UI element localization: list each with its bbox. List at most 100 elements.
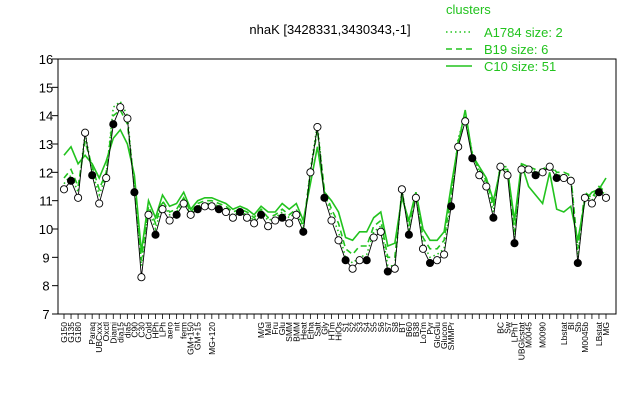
x-tick-label: MG+120	[207, 322, 217, 355]
data-point	[566, 176, 575, 185]
data-point	[109, 120, 118, 129]
data-point	[88, 171, 97, 180]
data-point	[285, 219, 294, 228]
x-tick-label: SMM	[284, 322, 294, 342]
x-tick-label: GM+150	[186, 322, 196, 355]
y-tick-label: 11	[39, 194, 53, 209]
y-tick-label: 9	[42, 250, 49, 265]
x-tick-label: HiOs	[334, 322, 344, 341]
data-point	[397, 185, 406, 194]
data-point	[327, 216, 336, 225]
x-tick-label: UBCxxx	[94, 321, 104, 352]
x-tick-label: HPh	[151, 322, 161, 339]
x-tick-label: HTm	[326, 322, 336, 340]
x-tick-label: dia5	[122, 322, 132, 338]
data-point	[503, 171, 512, 180]
data-point	[299, 227, 308, 236]
x-tick-label: SMMPr	[446, 322, 456, 351]
x-tick-label: Glucon	[439, 322, 449, 349]
data-point	[376, 227, 385, 236]
data-point	[151, 230, 160, 239]
data-point	[186, 210, 195, 219]
data-point	[95, 199, 104, 208]
y-tick-label: 7	[42, 307, 49, 322]
data-point	[552, 173, 561, 183]
data-point	[271, 216, 280, 225]
series-line-measured	[63, 106, 607, 278]
series-line-c10	[63, 109, 607, 252]
data-point	[221, 207, 230, 217]
data-point	[559, 173, 568, 183]
y-tick-label: 15	[39, 80, 53, 95]
x-tick-label: BC	[495, 322, 505, 334]
data-point	[123, 114, 132, 123]
data-point	[278, 213, 287, 222]
data-point	[214, 205, 223, 214]
data-point	[228, 213, 237, 222]
data-point	[404, 230, 413, 239]
y-tick-label: 16	[39, 52, 53, 67]
data-point	[137, 273, 146, 282]
x-tick-label: C90	[129, 322, 139, 338]
data-point	[517, 165, 526, 174]
x-tick-label: Diami	[108, 322, 118, 344]
x-tick-label: Glu	[277, 322, 287, 336]
data-point	[235, 207, 245, 217]
x-tick-label: B60	[404, 322, 414, 337]
x-tick-label: Sb	[573, 322, 583, 333]
x-tick-label: S1	[341, 322, 351, 333]
x-tick-label: M/G	[256, 322, 266, 338]
data-point	[306, 168, 315, 177]
series-line-a1784	[63, 100, 607, 267]
data-point	[454, 142, 463, 151]
x-tick-label: Sw	[502, 321, 512, 334]
x-tick-label: B38	[411, 322, 421, 337]
x-tick-label: Fru	[270, 322, 280, 335]
x-tick-label: M0045b	[580, 322, 590, 353]
data-point	[200, 202, 209, 211]
y-axis: 7 8 9 10 11 12 13 14 15 16	[39, 52, 58, 322]
data-point	[433, 256, 442, 265]
data-point	[74, 193, 83, 202]
x-tick-label: C30	[136, 322, 146, 338]
x-tick-label: nit	[172, 321, 182, 331]
x-tick-label: Paraq	[87, 322, 97, 345]
x-tick-label: S3	[355, 322, 365, 333]
data-point	[418, 244, 428, 253]
x-tick-label: G150	[59, 322, 69, 343]
data-point	[242, 213, 252, 222]
data-point	[545, 162, 554, 171]
x-tick-label: S5	[369, 322, 379, 333]
data-point	[81, 128, 90, 137]
x-tick-label: ferm	[179, 322, 189, 339]
x-tick-label: Etha	[305, 322, 315, 340]
x-tick-label: UBGlcstat	[517, 321, 527, 360]
data-point	[468, 154, 477, 163]
data-point	[362, 256, 371, 265]
x-tick-label: S4	[362, 322, 372, 333]
data-point	[130, 188, 139, 197]
data-point	[341, 256, 350, 265]
y-tick-label: 14	[39, 109, 53, 124]
data-point	[594, 188, 604, 197]
x-tick-label: dia15	[115, 322, 125, 343]
data-point	[475, 171, 484, 180]
chart-title: nhaK [3428331,3430343,-1]	[249, 22, 410, 37]
data-point	[440, 250, 449, 259]
data-point	[116, 103, 125, 112]
x-tick-label: Heat	[298, 321, 308, 340]
x-tick-label: LBstat	[594, 321, 604, 346]
x-tick-label: G135	[66, 322, 76, 343]
plot-frame	[57, 58, 617, 315]
data-point	[531, 171, 540, 180]
data-point	[193, 205, 202, 214]
data-point	[587, 199, 596, 208]
x-tick-label: Lbstat	[559, 321, 569, 345]
x-tick-label: Cold	[143, 322, 153, 340]
data-point	[411, 193, 420, 202]
data-point	[425, 258, 435, 268]
x-tick-label: S7	[383, 322, 393, 333]
x-tick-label: S2	[348, 322, 358, 333]
x-tick-label: MG	[601, 322, 611, 336]
x-tick-label: LPhT	[509, 322, 519, 342]
